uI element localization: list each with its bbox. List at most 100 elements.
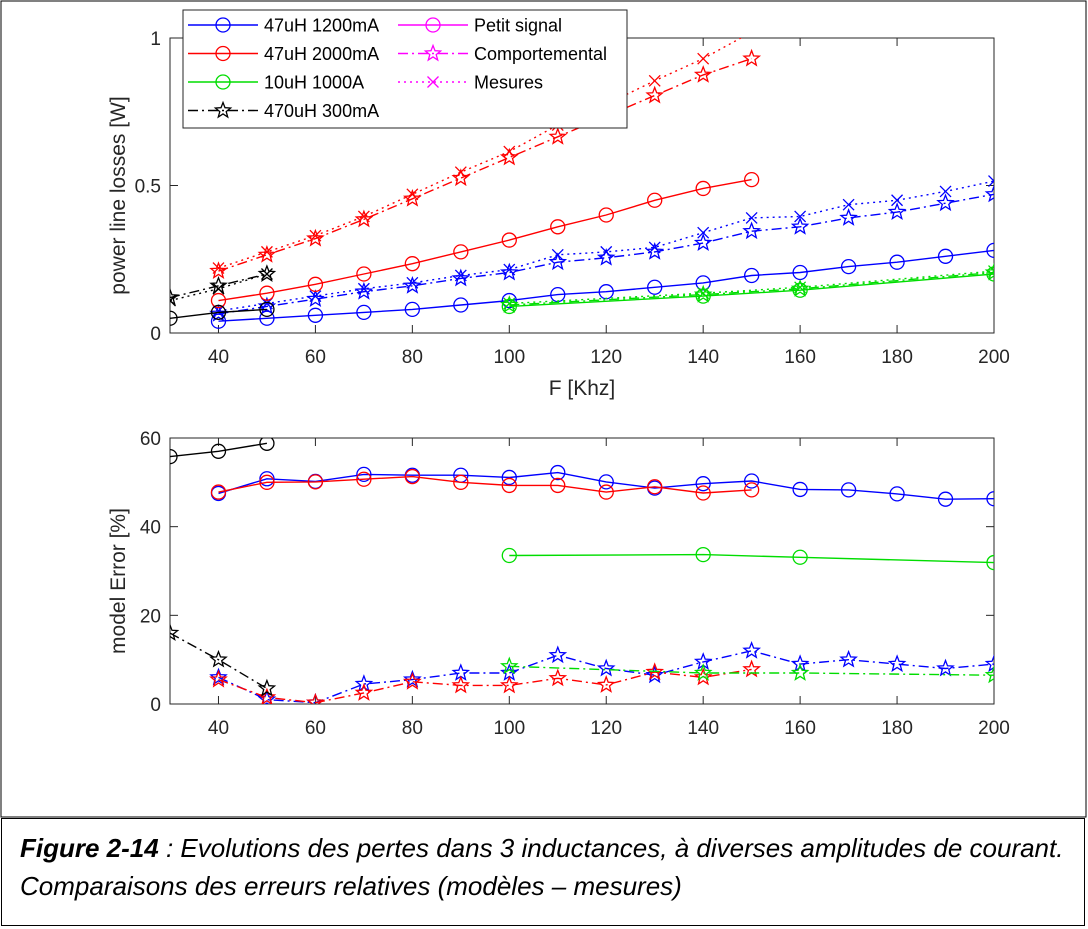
losses-data-point [693,284,713,303]
losses-data-point [937,248,954,264]
losses-data-point [742,48,762,67]
losses-x-tick-label: 100 [493,347,525,368]
error-data-point [307,474,324,490]
error-series-line [170,632,268,690]
error-data-point [889,486,905,502]
error-data-point [596,675,616,693]
error-y-tick-label: 60 [140,429,161,450]
error-data-point [790,663,810,681]
losses-data-point [695,275,711,291]
losses-x-tick-label: 40 [208,347,229,368]
error-data-point [259,438,275,451]
losses-data-point [889,254,905,270]
losses-data-point [647,279,663,295]
losses-data-point [170,310,178,326]
losses-data-point [212,262,225,275]
error-data-point [209,667,228,686]
losses-data-point [936,193,955,212]
error-data-point [453,474,469,490]
losses-data-point [693,233,713,251]
losses-x-tick-label: 60 [305,347,326,368]
legend-entry-marker [213,100,233,119]
losses-data-point [548,252,568,271]
error-data-point [501,547,517,564]
losses-data-point [596,247,616,266]
losses-data-point [306,289,325,307]
error-data-point [792,549,808,565]
losses-series-line [170,308,267,319]
error-data-point [259,474,275,490]
error-chart: 40 60 80 100 120 140 160 180 200 0 20 40 60 model Err… [107,429,1010,739]
losses-data-point [745,211,758,224]
losses-data-point [260,268,273,280]
error-data-point [984,654,994,673]
losses-x-tick-label: 160 [784,347,816,368]
error-y-tick-label: 0 [150,695,161,716]
error-data-point [742,640,762,659]
losses-series-line [218,249,994,322]
losses-data-point [499,295,519,313]
losses-data-point [840,258,857,275]
losses-x-tick-label: 200 [978,347,1010,368]
error-x-tick-label: 40 [208,718,229,739]
error-data-point [257,687,277,704]
error-data-point [306,692,325,704]
error-series-line [509,553,994,564]
losses-data-point [257,244,277,263]
losses-y-tick-label: 1 [150,29,161,50]
error-data-point [743,473,760,489]
losses-series-line [218,178,752,302]
caption-text: : Evolutions des pertes dans 3 inductanc… [20,833,1064,901]
losses-data-point [451,168,471,187]
error-data-point [402,671,422,690]
losses-data-point [501,298,517,315]
losses-series-line [509,271,994,306]
error-x-tick-label: 200 [978,718,1010,739]
losses-series-line [218,57,752,272]
losses-data-point [170,294,176,307]
losses-data-point [259,310,275,326]
losses-data-point [454,269,467,282]
losses-data-point [842,198,855,211]
losses-data-point [307,307,324,323]
losses-data-point [170,287,180,306]
losses-data-point [260,245,273,258]
losses-data-point [988,265,994,278]
legend-entry-marker [215,45,231,62]
legend-entry-marker [215,74,231,90]
losses-data-point [939,185,952,198]
losses-y-tick-label: 0 [150,324,161,345]
losses-data-point [501,232,517,248]
losses-data-point [501,292,517,309]
losses-data-point [600,245,613,258]
losses-data-point [697,226,710,239]
error-x-tick-label: 120 [590,718,622,739]
losses-data-point [306,228,325,247]
losses-data-point [451,268,471,287]
losses-data-point [454,166,467,179]
losses-data-point [499,147,519,166]
losses-series-group [170,38,994,329]
losses-x-tick-label: 80 [402,347,423,368]
losses-data-point [259,301,275,318]
losses-data-point [790,278,810,297]
losses-data-point [210,304,227,321]
losses-data-point [693,65,713,83]
losses-series-line [170,273,268,299]
losses-data-point [697,52,710,65]
error-y-tick-label: 20 [140,606,161,627]
legend-entry-label: 47uH 1200mA [264,16,379,36]
error-data-point [354,674,374,692]
losses-data-point [404,256,421,272]
losses-data-point [210,313,227,329]
legend-entry-label: Comportemental [474,44,607,64]
losses-data-point [598,207,614,223]
losses-series-line [509,273,994,308]
losses-data-point [550,286,566,303]
error-y-axis-label: model Error [%] [107,508,130,654]
losses-data-point [988,175,994,188]
losses-data-point [307,276,324,292]
error-data-point [404,468,421,485]
losses-data-point [648,74,661,87]
